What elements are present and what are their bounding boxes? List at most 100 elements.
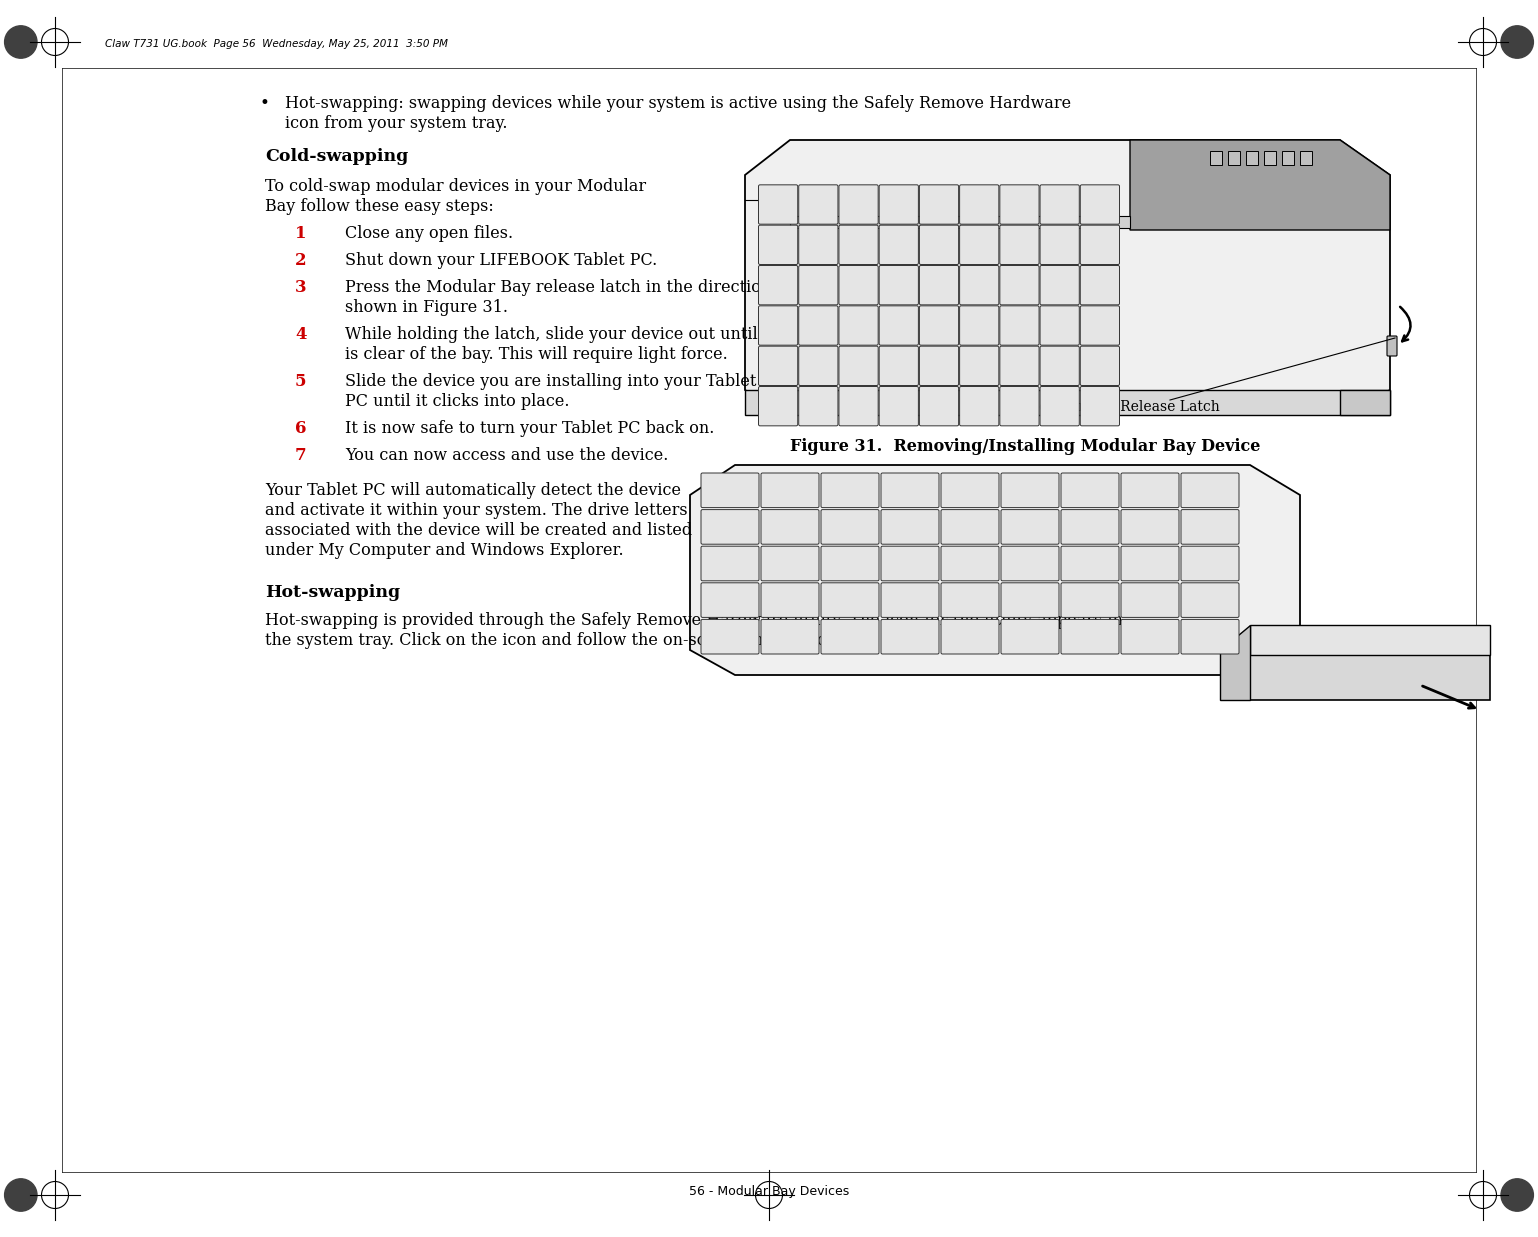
FancyBboxPatch shape [1121, 473, 1180, 507]
Text: Bay follow these easy steps:: Bay follow these easy steps: [265, 198, 494, 215]
Text: Modular Bay Release Latch: Modular Bay Release Latch [1024, 400, 1220, 414]
FancyBboxPatch shape [960, 386, 998, 426]
Text: Hot-swapping: Hot-swapping [265, 584, 400, 601]
FancyBboxPatch shape [1061, 583, 1120, 617]
Text: It is now safe to turn your Tablet PC back on.: It is now safe to turn your Tablet PC ba… [345, 421, 714, 437]
FancyBboxPatch shape [838, 225, 878, 265]
Text: Hot-swapping: swapping devices while your system is active using the Safely Remo: Hot-swapping: swapping devices while you… [285, 95, 1070, 113]
FancyBboxPatch shape [881, 547, 940, 581]
FancyBboxPatch shape [941, 583, 1000, 617]
FancyBboxPatch shape [838, 184, 878, 224]
FancyBboxPatch shape [881, 473, 940, 507]
FancyBboxPatch shape [920, 266, 958, 304]
Text: 6: 6 [295, 421, 306, 437]
Text: icon from your system tray.: icon from your system tray. [285, 115, 508, 132]
FancyBboxPatch shape [821, 620, 880, 654]
FancyBboxPatch shape [1061, 620, 1120, 654]
FancyBboxPatch shape [960, 346, 998, 386]
FancyBboxPatch shape [880, 346, 918, 386]
Text: 56 - Modular Bay Devices: 56 - Modular Bay Devices [689, 1185, 849, 1199]
Polygon shape [1250, 625, 1490, 656]
FancyBboxPatch shape [821, 583, 880, 617]
Bar [791, 216, 1130, 228]
Text: 3: 3 [295, 280, 306, 296]
FancyBboxPatch shape [701, 473, 758, 507]
Text: and activate it within your system. The drive letters: and activate it within your system. The … [265, 502, 687, 520]
FancyBboxPatch shape [1000, 346, 1040, 386]
FancyBboxPatch shape [880, 225, 918, 265]
FancyBboxPatch shape [798, 266, 838, 304]
Text: 5: 5 [295, 374, 306, 390]
FancyBboxPatch shape [761, 510, 820, 544]
FancyBboxPatch shape [758, 346, 798, 386]
FancyBboxPatch shape [798, 306, 838, 345]
FancyBboxPatch shape [798, 184, 838, 224]
FancyBboxPatch shape [1121, 510, 1180, 544]
FancyBboxPatch shape [1080, 306, 1120, 345]
FancyBboxPatch shape [1121, 620, 1180, 654]
FancyBboxPatch shape [880, 386, 918, 426]
FancyBboxPatch shape [1181, 473, 1240, 507]
Text: Claw T731 UG.book  Page 56  Wednesday, May 25, 2011  3:50 PM: Claw T731 UG.book Page 56 Wednesday, May… [105, 40, 448, 49]
FancyBboxPatch shape [881, 510, 940, 544]
Text: Cold-swapping: Cold-swapping [265, 148, 408, 165]
FancyBboxPatch shape [920, 346, 958, 386]
Text: To cold-swap modular devices in your Modular: To cold-swap modular devices in your Mod… [265, 178, 646, 195]
FancyBboxPatch shape [838, 386, 878, 426]
FancyBboxPatch shape [1001, 620, 1060, 654]
FancyBboxPatch shape [761, 620, 820, 654]
Bar [1246, 151, 1258, 165]
FancyBboxPatch shape [1080, 346, 1120, 386]
FancyBboxPatch shape [701, 620, 758, 654]
FancyBboxPatch shape [1080, 266, 1120, 304]
FancyBboxPatch shape [838, 266, 878, 304]
FancyBboxPatch shape [1181, 620, 1240, 654]
Text: the system tray. Click on the icon and follow the on-screen instructions.: the system tray. Click on the icon and f… [265, 632, 851, 649]
FancyBboxPatch shape [758, 266, 798, 304]
FancyBboxPatch shape [1001, 547, 1060, 581]
FancyBboxPatch shape [1080, 225, 1120, 265]
Text: Figure 31.  Removing/Installing Modular Bay Device: Figure 31. Removing/Installing Modular B… [791, 438, 1260, 455]
Text: Slide the device you are installing into your Tablet: Slide the device you are installing into… [345, 374, 757, 390]
FancyBboxPatch shape [1040, 386, 1080, 426]
FancyBboxPatch shape [1121, 583, 1180, 617]
Polygon shape [1130, 140, 1390, 230]
Text: •: • [260, 95, 269, 113]
FancyBboxPatch shape [821, 510, 880, 544]
FancyBboxPatch shape [758, 306, 798, 345]
Text: Shut down your LIFEBOOK Tablet PC.: Shut down your LIFEBOOK Tablet PC. [345, 252, 657, 268]
Polygon shape [1250, 656, 1490, 700]
Text: 4: 4 [295, 327, 306, 343]
FancyBboxPatch shape [838, 306, 878, 345]
Text: While holding the latch, slide your device out until it: While holding the latch, slide your devi… [345, 327, 775, 343]
FancyBboxPatch shape [1040, 184, 1080, 224]
FancyBboxPatch shape [881, 620, 940, 654]
Polygon shape [1220, 625, 1250, 700]
FancyBboxPatch shape [1001, 583, 1060, 617]
FancyBboxPatch shape [1181, 510, 1240, 544]
FancyBboxPatch shape [1040, 346, 1080, 386]
Text: is clear of the bay. This will require light force.: is clear of the bay. This will require l… [345, 346, 727, 362]
Bar [1283, 151, 1293, 165]
FancyBboxPatch shape [1121, 547, 1180, 581]
FancyBboxPatch shape [960, 184, 998, 224]
FancyBboxPatch shape [1061, 510, 1120, 544]
FancyBboxPatch shape [1000, 266, 1040, 304]
Text: Close any open files.: Close any open files. [345, 225, 514, 242]
Text: shown in Figure 31.: shown in Figure 31. [345, 299, 508, 315]
FancyBboxPatch shape [920, 184, 958, 224]
FancyBboxPatch shape [758, 184, 798, 224]
FancyBboxPatch shape [960, 225, 998, 265]
Text: Hot-swapping is provided through the Safely Remove Hardware utility. The icon fo: Hot-swapping is provided through the Saf… [265, 612, 1123, 628]
FancyBboxPatch shape [881, 583, 940, 617]
Text: 1: 1 [295, 225, 306, 242]
FancyBboxPatch shape [798, 346, 838, 386]
Polygon shape [691, 465, 1300, 675]
FancyBboxPatch shape [1061, 547, 1120, 581]
FancyBboxPatch shape [941, 620, 1000, 654]
Bar [1227, 151, 1240, 165]
FancyBboxPatch shape [920, 225, 958, 265]
FancyBboxPatch shape [761, 547, 820, 581]
Polygon shape [1340, 390, 1390, 414]
FancyBboxPatch shape [880, 306, 918, 345]
